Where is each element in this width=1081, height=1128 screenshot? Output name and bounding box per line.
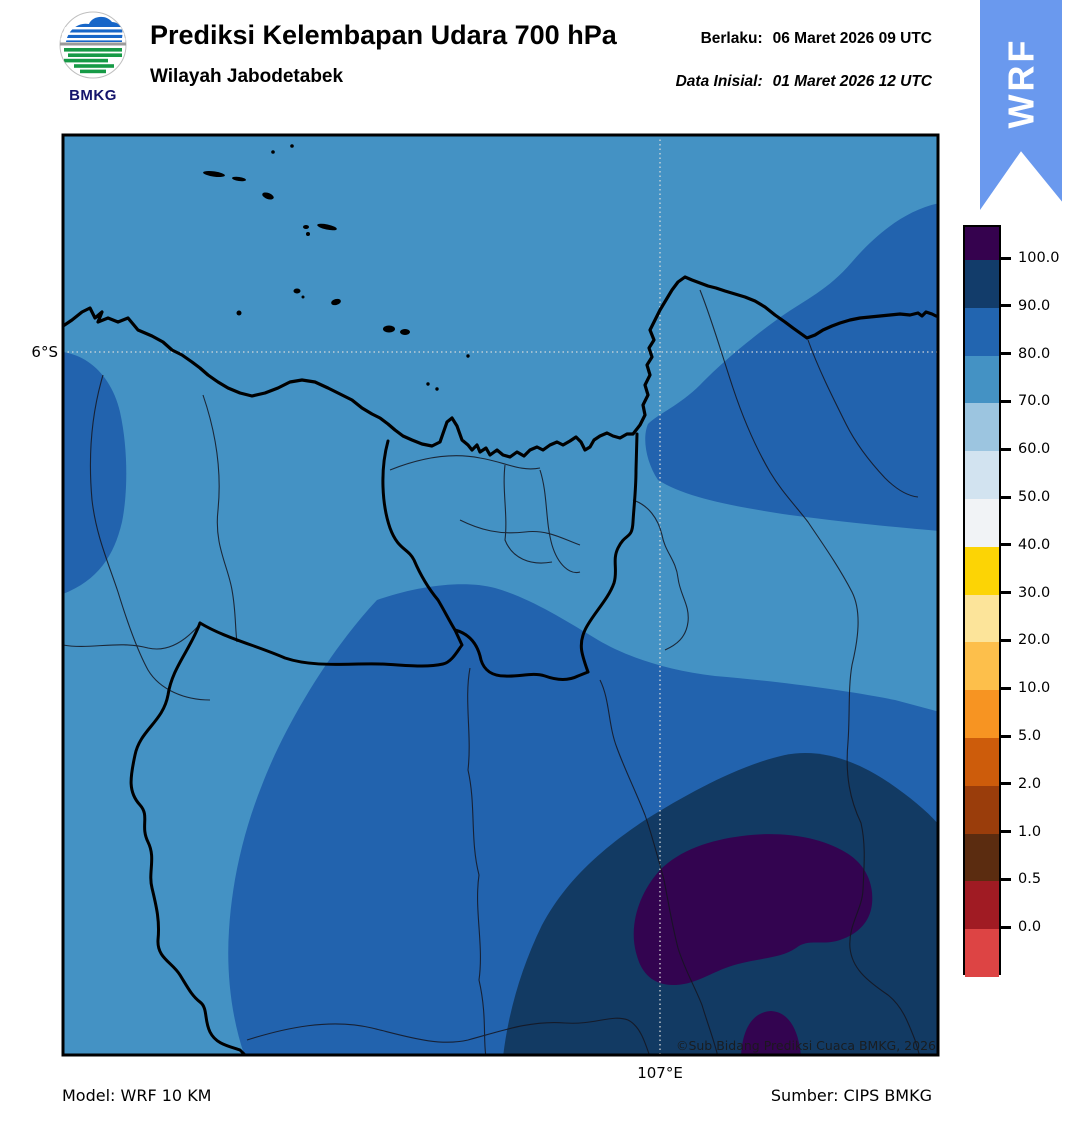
colorbar-tick-mark: [1001, 495, 1011, 499]
colorbar-tick-mark: [1001, 543, 1011, 547]
colorbar-tick-mark: [1001, 399, 1011, 403]
colorbar-segment: [965, 737, 999, 786]
colorbar-segment: [965, 260, 999, 308]
colorbar-segment: [965, 307, 999, 356]
colorbar-tick-mark: [1001, 830, 1011, 834]
colorbar-segment: [965, 403, 999, 452]
colorbar-tick-mark: [1001, 686, 1011, 690]
colorbar-tick-label: 40.0: [1018, 536, 1051, 553]
colorbar-tick-label: 0.0: [1018, 919, 1042, 936]
wrf-ribbon-label-wrap: WRF: [980, 18, 1062, 148]
model-info: Model: WRF 10 KM: [62, 1086, 212, 1105]
district-boundaries: [63, 289, 920, 1055]
map-frame: [61, 133, 940, 1057]
page-subtitle: Wilayah Jabodetabek: [150, 66, 344, 87]
region-rh-100-main: [633, 834, 873, 986]
jakarta-west-border: [381, 439, 457, 632]
colorbar-tick-mark: [1001, 352, 1011, 356]
colorbar-segment: [965, 498, 999, 547]
colorbar-tick-label: 30.0: [1018, 584, 1051, 601]
region-rh-80-90-northeast: [645, 203, 938, 531]
colorbar-tick-label: 1.0: [1018, 823, 1042, 840]
colorbar-segment: [965, 690, 999, 738]
islands: [203, 144, 470, 391]
wrf-ribbon-label: WRF: [1000, 37, 1041, 129]
colorbar-tick-mark: [1001, 447, 1011, 451]
colorbar-tick-mark: [1001, 782, 1011, 786]
page-title: Prediksi Kelembapan Udara 700 hPa: [150, 20, 617, 50]
coastline: [63, 275, 938, 459]
bmkg-logo: BMKG: [55, 8, 131, 104]
colorbar-tick-mark: [1001, 591, 1011, 595]
graticule: [63, 135, 938, 1055]
bmkg-logo-icon: [59, 11, 127, 79]
valid-time-label: Berlaku:: [700, 30, 763, 47]
initial-time-label: Data Inisial:: [675, 73, 763, 90]
region-rh-80-90-west: [63, 352, 127, 594]
colorbar-tick-label: 0.5: [1018, 871, 1042, 888]
copyright-watermark: ©Sub Bidang Prediksi Cuaca BMKG, 2026: [676, 1038, 936, 1053]
colorbar-tick-label: 60.0: [1018, 441, 1051, 458]
colorbar-tick-label: 5.0: [1018, 728, 1042, 744]
source-info: Sumber: CIPS BMKG: [770, 1086, 932, 1105]
colorbar-tick-label: 70.0: [1018, 393, 1051, 410]
colorbar-tick-mark: [1001, 925, 1011, 929]
colorbar-segment: [965, 355, 999, 404]
colorbar-tick-mark: [1001, 256, 1011, 260]
longitude-tick-label: 107°E: [637, 1064, 683, 1082]
colorbar-tick-mark: [1001, 877, 1011, 881]
valid-time-value: 06 Maret 2026 09 UTC: [772, 30, 932, 47]
humidity-contour-map: ©Sub Bidang Prediksi Cuaca BMKG, 2026: [61, 133, 940, 1057]
colorbar-segment: [965, 785, 999, 834]
wrf-ribbon: WRF: [980, 0, 1062, 210]
colorbar-segment: [965, 833, 999, 882]
colorbar-segment: [965, 451, 999, 499]
colorbar-segment: [965, 929, 999, 977]
colorbar-tick-label: 10.0: [1018, 680, 1051, 697]
colorbar-tick-label: 20.0: [1018, 632, 1051, 649]
colorbar-tick-label: 50.0: [1018, 489, 1051, 505]
colorbar-segment: [965, 594, 999, 643]
border-connector: [198, 621, 464, 668]
bmkg-logo-text: BMKG: [69, 87, 117, 104]
colorbar-tick-mark: [1001, 734, 1011, 738]
colorbar-tick-label: 80.0: [1018, 345, 1051, 362]
latitude-tick-label: 6°S: [31, 343, 58, 361]
initial-time-value: 01 Maret 2026 12 UTC: [772, 73, 932, 90]
banten-westjava-border: [129, 621, 248, 1055]
colorbar-segment: [965, 546, 999, 595]
colorbar-segment: [965, 642, 999, 691]
colorbar-tick-label: 2.0: [1018, 775, 1042, 792]
colorbar-tick-mark: [1001, 304, 1011, 308]
region-rh-100-small: [741, 1011, 801, 1055]
jakarta-east-border: [579, 432, 639, 674]
jakarta-south-border: [453, 628, 590, 681]
colorbar: [963, 225, 1001, 977]
initial-time-row: Data Inisial: 01 Maret 2026 12 UTC: [676, 73, 932, 91]
colorbar-tick-mark: [1001, 638, 1011, 642]
colorbar-tick-label: 90.0: [1018, 297, 1051, 314]
valid-time-row: Berlaku: 06 Maret 2026 09 UTC: [701, 30, 932, 48]
colorbar-segment: [965, 227, 999, 260]
province-boundaries: [129, 432, 639, 1055]
colorbar-tick-label: 100.0: [1018, 250, 1060, 266]
colorbar-segment: [965, 881, 999, 930]
